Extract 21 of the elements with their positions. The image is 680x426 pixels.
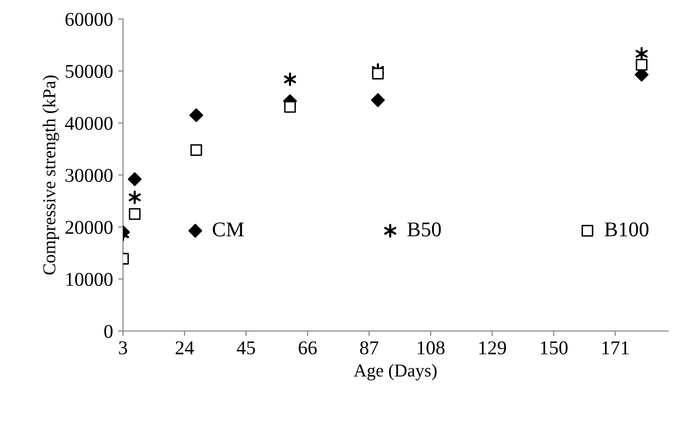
x-tick-label: 171 — [602, 341, 629, 354]
x-tick-label: 24 — [176, 341, 194, 354]
y-tick-label: 40000 — [65, 116, 113, 130]
x-tick-label: 150 — [540, 341, 568, 354]
x-tick-label: 3 — [119, 341, 128, 354]
y-tick-label: 30000 — [66, 168, 113, 182]
y-axis-title: Compressive strength (kPa) — [42, 76, 60, 275]
y-tick-label: 50000 — [66, 64, 113, 78]
y-tick-label: 10000 — [66, 272, 113, 286]
y-tick-label: 60000 — [66, 12, 113, 26]
x-tick-label: 129 — [479, 341, 506, 354]
legend-label: B100 — [604, 222, 648, 236]
x-tick-label: 87 — [360, 341, 378, 354]
y-tick-label: 0 — [104, 324, 113, 338]
x-tick-label: 66 — [298, 341, 317, 354]
legend-label: B50 — [407, 222, 441, 236]
x-axis-title: Age (Days) — [354, 364, 437, 380]
x-tick-label: 108 — [418, 341, 445, 354]
y-tick-label: 20000 — [66, 220, 113, 234]
legend-label: CM — [212, 222, 244, 236]
x-tick-label: 45 — [236, 341, 256, 354]
